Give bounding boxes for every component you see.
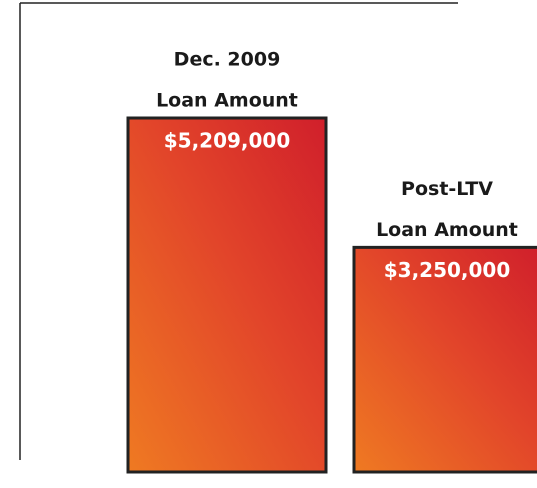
- category-label: Loan Amount: [156, 90, 298, 112]
- value-label: $5,209,000: [164, 129, 291, 153]
- bar: [128, 118, 326, 472]
- category-label: Post-LTV: [401, 178, 493, 200]
- chart: $5,209,000 Dec. 2009 Loan Amount $3,250,000…: [0, 0, 537, 488]
- category-label: Loan Amount: [376, 219, 518, 241]
- value-label: $3,250,000: [384, 258, 511, 282]
- category-label: Dec. 2009: [174, 49, 281, 71]
